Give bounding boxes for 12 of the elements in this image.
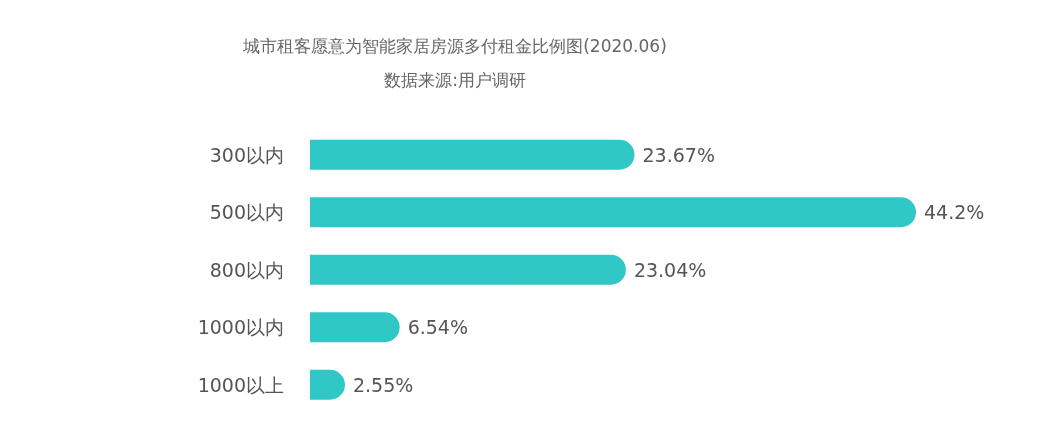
data-label: 23.04% (633, 258, 707, 281)
y-tick-label: 500以内 (209, 201, 284, 224)
data-label: 23.67% (642, 143, 715, 166)
data-label: 2.55% (352, 373, 414, 396)
chart-title: 城市租客愿意为智能家居房源多付租金比例图(2020.06) (242, 36, 667, 56)
data-label: 6.54% (407, 316, 469, 339)
y-tick-label: 1000以上 (197, 373, 284, 396)
chart-subtitle: 数据来源:用户调研 (384, 70, 526, 90)
data-label: 44.2% (924, 201, 985, 224)
y-tick-label: 1000以内 (197, 316, 284, 339)
y-tick-label: 300以内 (209, 143, 284, 166)
y-tick-label: 800以内 (209, 258, 284, 281)
